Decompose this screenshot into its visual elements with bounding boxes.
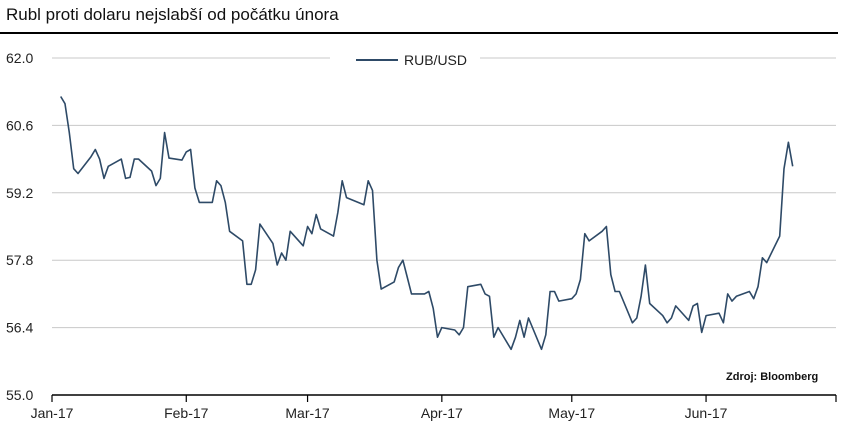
gridlines [52, 57, 836, 329]
x-tick-label: Feb-17 [164, 405, 209, 421]
legend: RUB/USD [330, 46, 480, 74]
chart-title: Rubl proti dolaru nejslabší od počátku ú… [6, 5, 339, 24]
y-axis-ticks: 62.0 60.6 59.2 57.8 56.4 55.0 [6, 50, 33, 403]
x-tick-label: Apr-17 [421, 405, 463, 421]
x-tick-label: Mar-17 [285, 405, 330, 421]
x-tick-label: Jun-17 [685, 405, 728, 421]
y-tick-label: 55.0 [6, 387, 33, 403]
source-note: Zdroj: Bloomberg [726, 371, 818, 383]
y-tick-label: 62.0 [6, 50, 33, 66]
y-tick-label: 56.4 [6, 320, 33, 336]
y-tick-label: 57.8 [6, 252, 33, 268]
y-tick-label: 59.2 [6, 185, 33, 201]
legend-background [330, 46, 480, 74]
legend-label: RUB/USD [404, 52, 467, 68]
x-tick-label: May-17 [548, 405, 595, 421]
y-tick-label: 60.6 [6, 117, 33, 133]
x-tick-label: Jan-17 [31, 405, 74, 421]
x-axis: Jan-17 Feb-17 Mar-17 Apr-17 May-17 Jun-17 [31, 394, 837, 421]
title-rule [0, 32, 838, 34]
series-layer [60, 96, 794, 351]
series-line-rub-usd [60, 96, 794, 351]
